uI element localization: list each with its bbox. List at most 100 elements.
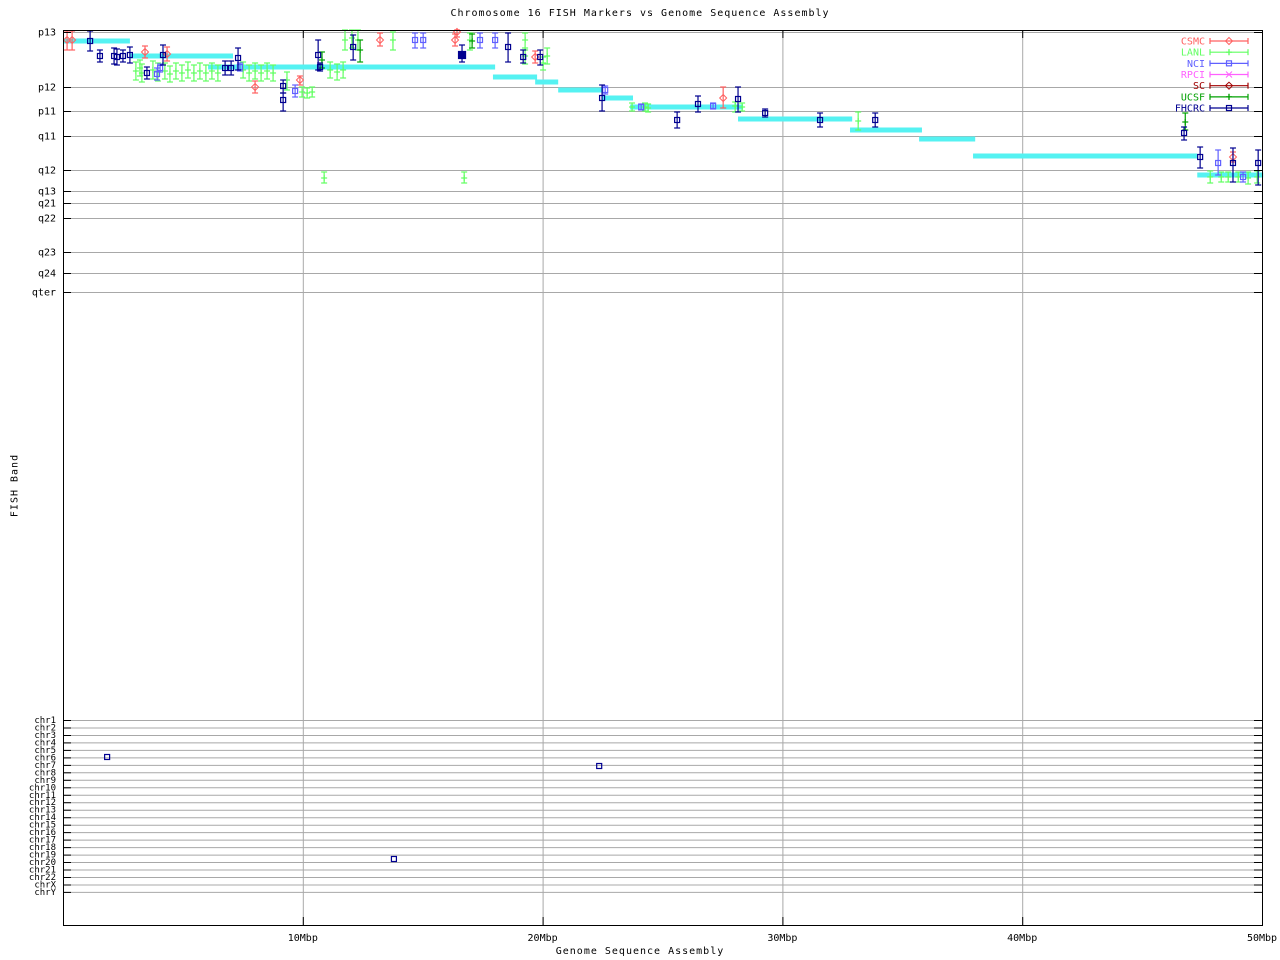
chromosome-label: chr8 (34, 768, 56, 778)
chromosome-label: chr19 (29, 851, 56, 861)
band-label: q24 (38, 269, 56, 280)
data-point-marker (718, 93, 728, 103)
series-fhcrc (86, 30, 1262, 863)
x-tick-labels: 10Mbp 20Mbp 30Mbp 40Mbp 50Mbp (288, 933, 1277, 944)
data-point-marker (1215, 159, 1222, 167)
data-point-marker (119, 52, 127, 60)
data-point-marker (1224, 36, 1234, 46)
series-nci (153, 32, 1247, 183)
data-point-marker (734, 95, 742, 103)
band-label: p13 (38, 28, 56, 39)
chromosome-label: chr17 (29, 836, 56, 846)
data-point-marker (222, 64, 229, 72)
band-label: q21 (38, 199, 56, 210)
chromosome-label: chr1 (34, 716, 56, 726)
chromosome-label: chr9 (34, 776, 56, 786)
legend-label: CSMC (1181, 37, 1205, 48)
data-point-marker (104, 753, 111, 761)
legend-entry-lanl: LANL (1181, 48, 1249, 59)
chromosome-label: chr18 (29, 843, 56, 853)
data-point-marker (1255, 159, 1262, 167)
data-point-marker (280, 96, 287, 104)
chromosome-label: chr7 (34, 761, 56, 771)
chromosome-label: chr20 (29, 858, 56, 868)
chromosome-labels: chr1chr2chr3chr4chr5chr6chr7chr8chr9chr1… (29, 716, 57, 898)
data-point-marker (96, 52, 104, 60)
band-label: q23 (38, 248, 56, 259)
chromosome-label: chrY (34, 888, 56, 898)
data-point-marker (596, 762, 603, 770)
data-point-marker (411, 36, 419, 44)
data-point-marker (375, 35, 385, 45)
band-label: p12 (38, 83, 56, 94)
series-ucsf (318, 33, 1189, 131)
data-point-marker (638, 103, 645, 111)
data-point-marker (504, 43, 512, 51)
chromosome-label: chr6 (34, 753, 56, 763)
chromosome-label: chr15 (29, 821, 56, 831)
assembly-steps (63, 38, 1264, 178)
chart-title: Chromosome 16 FISH Markers vs Genome Seq… (450, 8, 830, 19)
legend-entry-sc: SC (1193, 81, 1249, 92)
data-point-marker (762, 109, 769, 117)
band-label: q22 (38, 214, 56, 225)
chromosome-label: chr22 (29, 873, 56, 883)
band-label: q11 (38, 132, 56, 143)
series-lanl (132, 29, 1261, 185)
legend-entry-rpci: RPCI (1181, 70, 1249, 81)
legend-entry-nci: NCI (1187, 59, 1249, 70)
data-point-marker (1224, 81, 1234, 90)
chromosome-label: chr5 (34, 746, 56, 756)
legend-entry-csmc: CSMC (1181, 36, 1249, 48)
chromosome-label: chrX (34, 881, 56, 891)
legend-entry-ucsf: UCSF (1181, 92, 1249, 103)
data-point-marker (390, 855, 398, 863)
data-point-marker (227, 64, 235, 72)
data-point-marker (598, 94, 606, 102)
data-point-marker (1239, 173, 1247, 181)
legend-label: RPCI (1181, 70, 1205, 81)
data-point-marker (1225, 104, 1233, 112)
data-point-marker (159, 51, 167, 59)
chromosome-label: chr11 (29, 791, 56, 801)
legend-label: UCSF (1181, 92, 1205, 103)
chromosome-label: chr4 (34, 738, 56, 748)
data-point-marker (537, 53, 544, 61)
data-point-marker (1180, 129, 1188, 137)
chromosome-label: chr21 (29, 866, 56, 876)
chromosome-label: chr10 (29, 783, 56, 793)
data-point-marker (350, 43, 357, 51)
data-point-marker (280, 82, 287, 90)
data-point-marker (1229, 159, 1237, 167)
data-point-marker (1225, 60, 1233, 67)
plot-border (63, 30, 1263, 926)
gridlines (63, 30, 1262, 925)
legend-label: LANL (1181, 48, 1205, 59)
data-point-marker (694, 100, 702, 108)
data-point-marker (126, 51, 134, 59)
chromosome-label: chr14 (29, 813, 56, 823)
data-point-marker (602, 86, 609, 94)
data-point-marker (86, 37, 94, 45)
legend-label: SC (1193, 81, 1205, 92)
data-point-marker (250, 82, 260, 92)
data-point-marker (292, 87, 299, 95)
chromosome-label: chr12 (29, 798, 56, 808)
chromosome-label: chr2 (34, 724, 56, 734)
data-point-marker (457, 50, 467, 60)
data-point-marker (113, 53, 121, 61)
data-point-marker (67, 35, 77, 45)
legend-label: FHCRC (1175, 104, 1205, 115)
data-point-marker (674, 116, 681, 124)
data-point-marker (295, 75, 305, 85)
band-label: q12 (38, 166, 56, 177)
legend-label: NCI (1187, 59, 1205, 70)
data-point-marker (476, 36, 484, 44)
band-label: p11 (38, 107, 56, 118)
data-point-marker (450, 35, 460, 45)
x-tick-label: 40Mbp (1007, 933, 1037, 944)
